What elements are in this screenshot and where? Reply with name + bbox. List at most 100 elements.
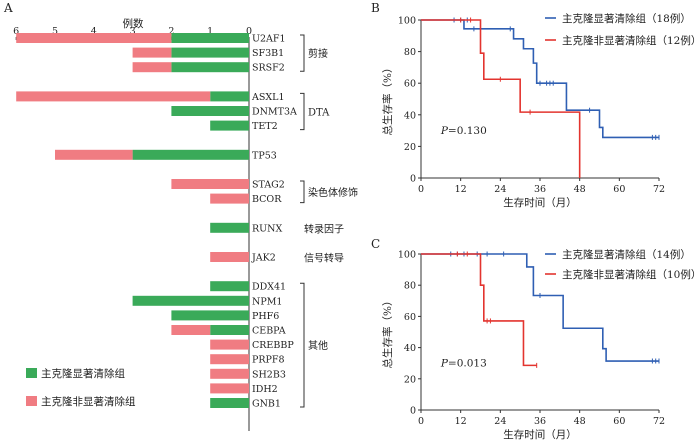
x-axis-title: 生存时间（月） <box>503 428 577 441</box>
gene-label: CEBPA <box>252 326 286 337</box>
tick-label: 2 <box>168 26 174 37</box>
gene-label: RUNX <box>252 223 282 234</box>
x-tick-label: 60 <box>613 184 625 195</box>
x-tick-label: 36 <box>534 416 546 427</box>
tick-label: 0 <box>246 26 252 37</box>
bar-pink <box>171 325 211 335</box>
panel-b-legend: 主克隆显著清除组（18例） 主克隆非显著清除组（12例） <box>545 12 699 47</box>
gene-label: GNB1 <box>252 399 281 410</box>
panel-a-legend: 主克隆显著清除组 主克隆非显著清除组 <box>26 367 136 408</box>
panel-c-label: C <box>371 237 380 251</box>
bar-green <box>171 33 249 43</box>
y-tick-label: 60 <box>404 79 416 90</box>
gene-label: TET2 <box>252 121 278 132</box>
legend-label-red-b: 主克隆非显著清除组（12例） <box>562 34 699 47</box>
bar-pink <box>210 339 249 350</box>
y-tick-label: 0 <box>410 406 416 417</box>
bar-pink <box>16 33 172 43</box>
gene-label: BCOR <box>252 194 282 205</box>
group-label: DTA <box>308 108 330 119</box>
bar-green <box>171 62 249 73</box>
legend-label-pink: 主克隆非显著清除组 <box>41 395 136 408</box>
gene-label: PRPF8 <box>252 355 285 366</box>
x-tick-label: 72 <box>653 184 665 195</box>
y-tick-label: 40 <box>404 343 416 354</box>
bar-pink <box>16 91 211 102</box>
y-tick-label: 40 <box>404 110 416 121</box>
gene-label: SH2B3 <box>252 369 286 380</box>
p-value-annotation: P=0.130 <box>440 125 487 137</box>
y-tick-label: 80 <box>404 47 416 58</box>
tick-label: 1 <box>207 26 213 37</box>
group-label: 信号转导 <box>304 252 344 265</box>
panel-a-label: A <box>3 1 13 15</box>
gene-label: PHF6 <box>252 311 279 322</box>
bar-green <box>210 222 249 233</box>
panel-a: A 例数 6 5 4 3 2 1 0 U2AF1 SF3B1 SRSF2 ASXL1 DNMT3A T… <box>3 1 358 431</box>
x-tick-label: 24 <box>494 184 506 195</box>
tick-label: 6 <box>13 26 19 37</box>
panel-a-bars <box>16 33 249 408</box>
km-plot-c: 0 20 40 60 80 100 0 12 24 36 48 60 72 生存时间（月） 总生存率（%） P… <box>381 250 665 442</box>
legend-label-red-c: 主克隆非显著清除组（10例） <box>562 268 699 281</box>
group-label: 剪接 <box>308 47 328 60</box>
tick-label: 5 <box>52 26 58 37</box>
panel-b-label: B <box>371 1 380 15</box>
x-tick-label: 48 <box>574 184 586 195</box>
panel-b: B 0 20 40 60 80 100 0 12 24 36 48 60 72 生存时间（月） 总生存率（%… <box>371 1 699 209</box>
bar-pink <box>210 368 249 379</box>
bar-green <box>210 281 249 292</box>
legend-label-blue-c: 主克隆显著清除组（14例） <box>562 248 691 261</box>
x-tick-label: 0 <box>418 184 424 195</box>
y-tick-label: 0 <box>410 174 416 185</box>
bar-pink <box>171 179 249 189</box>
group-label: 染色体修饰 <box>308 186 358 199</box>
x-tick-label: 48 <box>574 416 586 427</box>
gene-label: TP53 <box>252 150 277 161</box>
bar-green <box>210 91 249 102</box>
y-axis-title: 总生存率（%） <box>381 296 394 369</box>
gene-label: IDH2 <box>252 384 278 395</box>
legend-label-blue-b: 主克隆显著清除组（18例） <box>562 12 691 25</box>
bar-green <box>210 398 249 408</box>
y-tick-label: 100 <box>398 250 416 261</box>
gene-label: DNMT3A <box>252 107 297 118</box>
km-curve-red <box>421 19 581 178</box>
gene-label: DDX41 <box>252 282 286 293</box>
bar-pink <box>210 193 249 204</box>
y-tick-label: 20 <box>404 142 416 153</box>
bar-pink <box>210 383 249 394</box>
y-tick-label: 20 <box>404 374 416 385</box>
bar-pink <box>132 47 172 58</box>
group-label: 转录因子 <box>304 222 344 235</box>
legend-swatch-green <box>26 368 37 378</box>
legend-label-green: 主克隆显著清除组 <box>41 367 125 380</box>
bar-pink <box>132 62 172 73</box>
bar-green <box>171 106 249 116</box>
y-tick-label: 60 <box>404 312 416 323</box>
legend-swatch-pink <box>26 396 37 406</box>
gene-label: CREBBP <box>252 340 294 351</box>
km-curve-blue <box>421 19 659 139</box>
x-tick-label: 72 <box>653 416 665 427</box>
x-tick-label: 0 <box>418 416 424 427</box>
gene-label: SRSF2 <box>252 63 285 74</box>
bar-green <box>210 325 249 335</box>
bar-pink <box>55 149 133 160</box>
group-bracket <box>300 34 305 72</box>
group-bracket <box>300 180 305 204</box>
km-plot-b: 0 20 40 60 80 100 0 12 24 36 48 60 72 生存时间（月） 总生存率（%） P… <box>381 16 665 210</box>
bar-pink <box>210 252 249 262</box>
bar-green <box>210 120 249 131</box>
gene-label: JAK2 <box>251 253 276 264</box>
group-bracket <box>300 92 305 131</box>
bar-green <box>171 47 249 58</box>
x-axis-title: 生存时间（月） <box>503 196 577 209</box>
tick-label: 4 <box>91 26 97 37</box>
x-tick-label: 12 <box>455 184 467 195</box>
km-curve-blue <box>421 253 659 362</box>
bar-green <box>171 310 249 321</box>
km-curve-red <box>421 253 537 367</box>
